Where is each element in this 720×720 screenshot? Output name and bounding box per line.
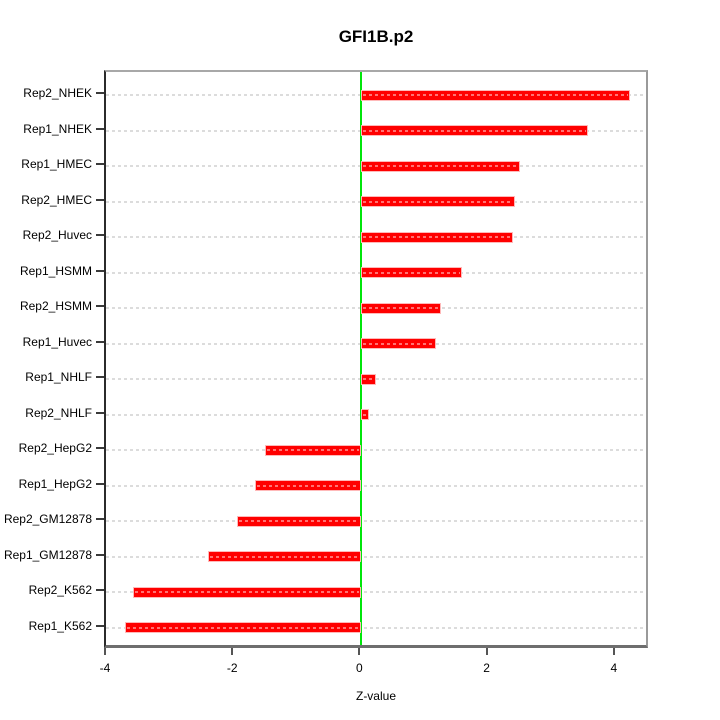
bar-Rep1_HSMM	[361, 267, 462, 278]
y-tick-label: Rep1_HepG2	[18, 476, 92, 491]
gridline	[106, 413, 646, 416]
x-tick-mark	[358, 648, 361, 655]
y-tick-label: Rep2_HepG2	[18, 441, 92, 455]
y-tick-mark	[96, 234, 104, 236]
y-tick-label: Rep2_GM12878	[3, 512, 92, 526]
bar-dash-pattern	[363, 129, 586, 132]
bar-dash-pattern	[267, 449, 360, 451]
bar-dash-pattern	[363, 200, 514, 203]
bar-dash-pattern	[363, 94, 628, 96]
x-tick-label: 2	[483, 661, 490, 675]
bar-Rep1_NHLF	[361, 373, 377, 385]
y-tick-mark	[96, 624, 104, 627]
bar-dash-pattern	[363, 307, 439, 309]
y-tick-label: Rep1_HMEC	[21, 157, 92, 171]
y-tick-mark	[96, 411, 104, 414]
bar-Rep1_GM12878	[208, 551, 362, 562]
bar-Rep2_NHLF	[361, 409, 370, 420]
y-tick-mark	[96, 553, 104, 556]
y-tick-label: Rep2_HSMM	[19, 299, 92, 313]
bar-dash-pattern	[363, 165, 518, 167]
x-tick-label: -4	[99, 661, 111, 675]
y-tick-mark	[96, 447, 104, 449]
bar-dash-pattern	[363, 271, 460, 274]
bar-Rep2_HMEC	[361, 196, 516, 207]
y-tick-label: Rep1_Huvec	[22, 334, 92, 349]
y-tick-label: Rep2_Huvec	[22, 228, 92, 242]
bar-dash-pattern	[363, 236, 511, 238]
bar-Rep2_NHEK	[361, 89, 630, 101]
x-tick-mark	[231, 648, 234, 655]
y-tick-mark	[96, 589, 104, 591]
gridline	[106, 626, 646, 629]
plot-area	[104, 70, 648, 648]
gridline	[106, 520, 646, 522]
bar-dash-pattern	[363, 413, 368, 416]
y-tick-mark	[96, 269, 104, 272]
bar-Rep1_K562	[124, 622, 362, 633]
x-tick-mark	[104, 648, 106, 655]
y-tick-label: Rep2_NHEK	[23, 86, 92, 100]
gridline	[106, 449, 646, 451]
x-tick-mark	[612, 648, 615, 655]
y-tick-label: Rep1_K562	[28, 618, 92, 633]
y-tick-mark	[96, 198, 104, 201]
bar-Rep2_K562	[133, 586, 362, 598]
bar-dash-pattern	[257, 484, 360, 487]
bar-dash-pattern	[210, 555, 360, 558]
x-tick-label: 4	[610, 661, 618, 675]
x-axis-label: Z-value	[355, 689, 396, 703]
bar-Rep1_NHEK	[361, 125, 588, 136]
gridline	[106, 555, 646, 558]
bar-Rep2_Huvec	[361, 231, 513, 243]
y-tick-mark	[96, 163, 104, 165]
x-tick-mark	[485, 648, 488, 655]
y-tick-mark	[96, 482, 104, 485]
bar-dash-pattern	[126, 626, 360, 629]
bar-dash-pattern	[363, 342, 434, 345]
bar-Rep2_HSMM	[361, 302, 441, 314]
bar-Rep2_GM12878	[236, 515, 362, 527]
y-tick-mark	[96, 305, 104, 307]
y-tick-mark	[96, 518, 104, 520]
bar-Rep2_HepG2	[265, 444, 362, 456]
y-tick-mark	[96, 127, 104, 130]
bar-Rep1_Huvec	[361, 338, 436, 349]
y-tick-label: Rep2_NHLF	[25, 405, 92, 420]
y-tick-label: Rep2_HMEC	[21, 192, 92, 207]
y-tick-label: Rep1_HSMM	[19, 263, 92, 278]
bar-dash-pattern	[135, 591, 360, 593]
y-tick-label: Rep1_GM12878	[3, 547, 92, 562]
bar-Rep1_HepG2	[255, 480, 362, 491]
y-tick-label: Rep1_NHEK	[23, 121, 92, 136]
bar-dash-pattern	[363, 378, 375, 380]
chart-title: GFI1B.p2	[338, 27, 414, 46]
y-tick-label: Rep1_NHLF	[25, 370, 92, 384]
x-tick-label: -2	[226, 661, 238, 675]
y-tick-mark	[96, 340, 104, 343]
bar-Rep1_HMEC	[361, 160, 520, 172]
zero-reference-line	[360, 72, 363, 645]
gridline	[106, 591, 646, 593]
bar-dash-pattern	[238, 520, 360, 522]
x-tick-label: 0	[356, 661, 363, 675]
gridline	[106, 484, 646, 487]
y-tick-mark	[96, 92, 104, 94]
y-tick-mark	[96, 376, 104, 378]
y-tick-label: Rep2_K562	[28, 583, 92, 597]
